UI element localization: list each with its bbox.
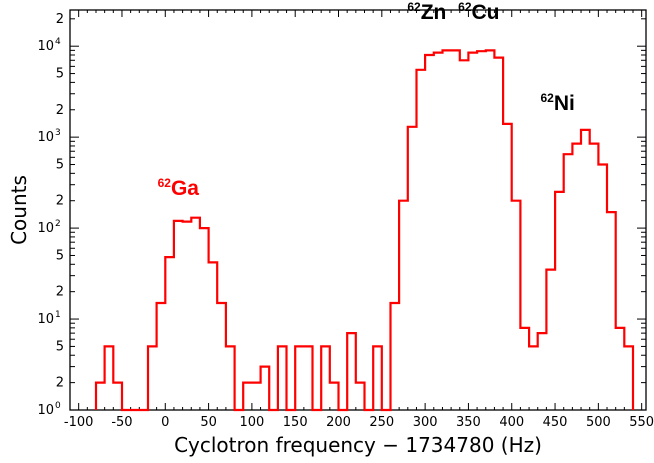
y-minor-tick-label: 2: [56, 12, 64, 27]
x-tick-label: 300: [413, 415, 438, 430]
x-tick-label: 50: [200, 415, 217, 430]
x-tick-label: 150: [283, 415, 308, 430]
x-axis-ticks: -100 -50 0 50 100 150 200 250 300 350 400 450 500 550: [64, 10, 654, 430]
y-decade-label: 10: [37, 403, 54, 418]
x-tick-label: 200: [326, 415, 351, 430]
x-tick-label: -100: [64, 415, 94, 430]
x-tick-label: 100: [239, 415, 264, 430]
y-decade-exponent: 4: [55, 37, 61, 47]
y-minor-tick-label: 5: [56, 158, 64, 173]
x-tick-label: -50: [111, 415, 132, 430]
y-decade-exponent: 2: [55, 219, 61, 229]
y-minor-tick-label: 2: [56, 285, 64, 300]
x-tick-label: 550: [629, 415, 654, 430]
y-minor-tick-label: 2: [56, 194, 64, 209]
x-tick-label: 250: [369, 415, 394, 430]
y-decade-label: 10: [37, 130, 54, 145]
y-minor-tick-label: 5: [56, 339, 64, 354]
isotope-label: 62Cu: [458, 0, 499, 24]
y-decade-label: 10: [37, 221, 54, 236]
y-minor-tick-label: 5: [56, 248, 64, 263]
peak-annotations: 62Ga 62Zn 62Cu 62Ni: [158, 0, 575, 200]
y-decade-label: 10: [37, 39, 54, 54]
isotope-label: 62Zn: [407, 0, 446, 24]
y-decade-exponent: 0: [55, 401, 61, 411]
y-decade-label: 10: [37, 312, 54, 327]
y-minor-tick-label: 5: [56, 67, 64, 82]
x-tick-label: 450: [543, 415, 568, 430]
isotope-label: 62Ga: [158, 176, 200, 200]
series-step-line: [94, 49, 635, 412]
x-tick-label: 400: [499, 415, 524, 430]
y-decade-exponent: 1: [55, 310, 61, 320]
plot-frame: [69, 9, 647, 411]
isotope-label: 62Ni: [540, 91, 574, 115]
y-decade-exponent: 3: [55, 128, 61, 138]
y-minor-tick-label: 2: [56, 376, 64, 391]
y-axis-title: Counts: [7, 175, 31, 245]
x-tick-label: 350: [456, 415, 481, 430]
x-tick-label: 500: [586, 415, 611, 430]
x-tick-label: 0: [161, 415, 169, 430]
x-axis-title: Cyclotron frequency − 1734780 (Hz): [174, 433, 542, 457]
y-minor-tick-label: 2: [56, 103, 64, 118]
